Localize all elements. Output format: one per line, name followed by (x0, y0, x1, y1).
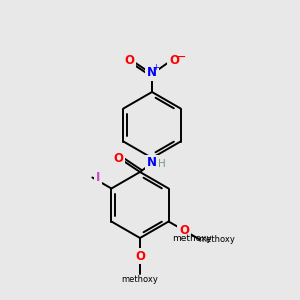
Text: O: O (113, 152, 123, 166)
Text: N: N (147, 67, 157, 80)
Text: I: I (96, 171, 100, 184)
Text: methoxy: methoxy (122, 275, 158, 284)
Text: N: N (147, 157, 157, 169)
Text: O: O (124, 55, 134, 68)
Text: methoxy: methoxy (172, 234, 211, 243)
Text: −: − (176, 50, 186, 64)
Text: O: O (135, 250, 145, 262)
Text: methoxy: methoxy (198, 235, 235, 244)
Text: H: H (158, 159, 166, 169)
Text: O: O (169, 55, 179, 68)
Text: +: + (153, 64, 159, 73)
Text: O: O (179, 224, 189, 237)
